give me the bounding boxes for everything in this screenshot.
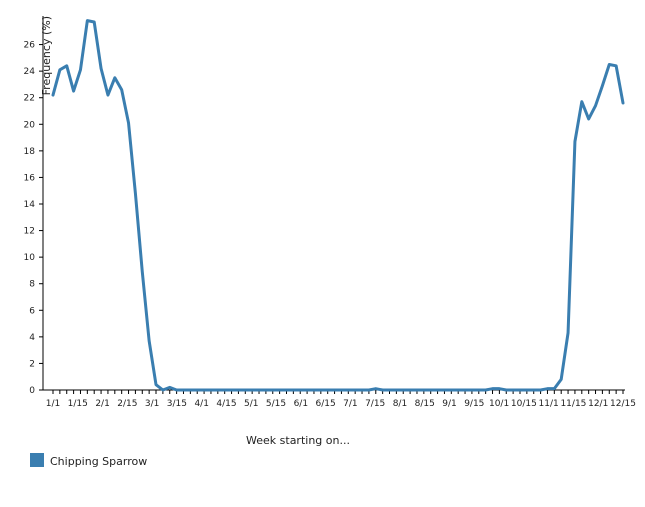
y-tick-label: 14 (24, 200, 36, 210)
x-tick-label: 8/1 (393, 399, 407, 409)
legend: Chipping Sparrow (30, 453, 147, 468)
x-tick-label: 11/1 (539, 399, 559, 409)
x-tick-label: 10/1 (489, 399, 509, 409)
x-tick-label: 7/15 (365, 399, 385, 409)
x-tick-label: 10/15 (511, 399, 537, 409)
y-tick-label: 2 (29, 359, 35, 369)
y-tick-label: 12 (24, 227, 35, 237)
y-tick-label: 16 (24, 173, 36, 183)
y-tick-label: 6 (29, 306, 35, 316)
x-tick-label: 4/1 (194, 399, 208, 409)
x-tick-label: 9/15 (464, 399, 484, 409)
x-axis-title: Week starting on... (246, 434, 350, 447)
x-tick-label: 12/1 (588, 399, 608, 409)
y-tick-label: 18 (24, 147, 36, 157)
y-tick-label: 4 (29, 333, 35, 343)
x-tick-label: 5/1 (244, 399, 258, 409)
legend-swatch-chipping-sparrow (30, 453, 44, 467)
y-tick-label: 26 (24, 41, 36, 51)
y-tick-label: 0 (29, 386, 35, 396)
x-tick-label: 7/1 (343, 399, 357, 409)
x-tick-label: 2/1 (95, 399, 109, 409)
y-tick-label: 24 (24, 67, 36, 77)
x-tick-label: 5/15 (266, 399, 286, 409)
x-tick-label: 1/1 (46, 399, 60, 409)
x-tick-label: 1/15 (68, 399, 88, 409)
x-tick-label: 2/15 (117, 399, 137, 409)
y-tick-label: 8 (29, 280, 35, 290)
x-tick-label: 3/15 (167, 399, 187, 409)
x-tick-label: 6/15 (315, 399, 335, 409)
y-tick-label: 20 (24, 120, 36, 130)
x-tick-label: 4/15 (216, 399, 236, 409)
plot-area (51, 19, 625, 392)
x-tick-label: 8/15 (415, 399, 435, 409)
x-tick-label: 12/15 (610, 399, 636, 409)
x-tick-label: 11/15 (560, 399, 586, 409)
series-line-chipping-sparrow (51, 19, 625, 392)
x-tick-label: 6/1 (294, 399, 308, 409)
x-axis: 1/1 1/15 2/1 2/15 3/1 3/15 4/1 4/15 5/1 5/15 6/1 6/… (43, 389, 636, 409)
x-tick-label: 9/1 (442, 399, 456, 409)
x-tick-label: 3/1 (145, 399, 159, 409)
legend-label-chipping-sparrow: Chipping Sparrow (50, 455, 147, 468)
y-tick-label: 22 (24, 94, 35, 104)
y-axis-title: Frequency (%) (40, 16, 53, 95)
y-tick-label: 10 (24, 253, 36, 263)
